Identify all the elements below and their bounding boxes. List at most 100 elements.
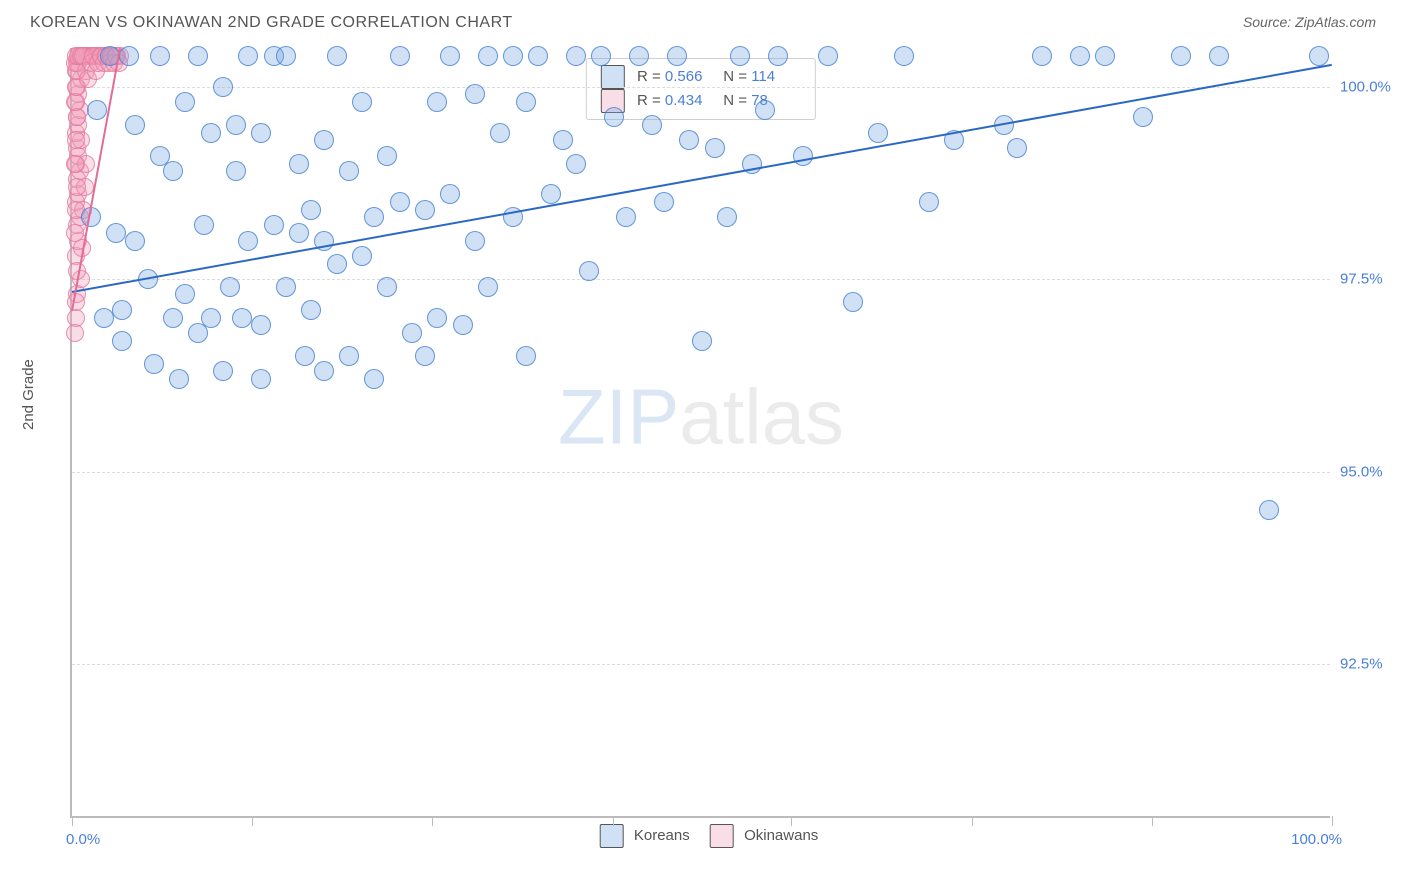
bottom-legend: Koreans Okinawans xyxy=(584,824,819,848)
scatter-point-blue xyxy=(440,46,460,66)
scatter-point-blue xyxy=(402,323,422,343)
scatter-point-blue xyxy=(232,308,252,328)
watermark-part1: ZIP xyxy=(558,372,679,460)
scatter-point-blue xyxy=(201,308,221,328)
scatter-point-pink xyxy=(68,108,86,126)
scatter-point-blue xyxy=(163,308,183,328)
scatter-point-blue xyxy=(125,231,145,251)
scatter-point-blue xyxy=(169,369,189,389)
scatter-point-blue xyxy=(251,123,271,143)
scatter-point-blue xyxy=(629,46,649,66)
x-tick xyxy=(1152,816,1153,826)
scatter-point-blue xyxy=(1259,500,1279,520)
scatter-point-blue xyxy=(119,46,139,66)
scatter-point-blue xyxy=(194,215,214,235)
scatter-point-blue xyxy=(188,46,208,66)
stats-r2: 0.434 xyxy=(665,89,715,113)
watermark: ZIPatlas xyxy=(558,371,844,462)
scatter-point-blue xyxy=(919,192,939,212)
chart-title: KOREAN VS OKINAWAN 2ND GRADE CORRELATION… xyxy=(30,14,513,32)
scatter-point-blue xyxy=(390,46,410,66)
scatter-point-blue xyxy=(339,161,359,181)
scatter-point-blue xyxy=(251,369,271,389)
scatter-point-blue xyxy=(1309,46,1329,66)
scatter-point-blue xyxy=(843,292,863,312)
scatter-point-blue xyxy=(478,46,498,66)
scatter-point-blue xyxy=(541,184,561,204)
scatter-point-blue xyxy=(364,369,384,389)
scatter-point-blue xyxy=(175,92,195,112)
scatter-point-blue xyxy=(213,361,233,381)
scatter-point-blue xyxy=(528,46,548,66)
y-tick-label: 100.0% xyxy=(1340,78,1400,95)
x-tick xyxy=(613,816,614,826)
legend-label-1: Koreans xyxy=(634,827,690,844)
scatter-point-pink xyxy=(67,131,85,149)
scatter-point-blue xyxy=(264,215,284,235)
plot-area: ZIPatlas R = 0.566 N = 114 R = 0.434 N =… xyxy=(70,48,1330,818)
scatter-point-blue xyxy=(339,346,359,366)
scatter-point-blue xyxy=(768,46,788,66)
scatter-point-blue xyxy=(112,300,132,320)
scatter-point-pink xyxy=(66,224,84,242)
scatter-point-blue xyxy=(465,84,485,104)
scatter-point-blue xyxy=(465,231,485,251)
scatter-point-blue xyxy=(667,46,687,66)
scatter-point-blue xyxy=(226,161,246,181)
scatter-point-pink xyxy=(66,324,84,342)
scatter-point-blue xyxy=(591,46,611,66)
source-label: Source: ZipAtlas.com xyxy=(1243,14,1376,30)
scatter-point-blue xyxy=(427,92,447,112)
scatter-point-blue xyxy=(516,346,536,366)
scatter-point-blue xyxy=(201,123,221,143)
stats-n1: 114 xyxy=(751,65,801,89)
scatter-point-blue xyxy=(276,277,296,297)
scatter-point-blue xyxy=(705,138,725,158)
scatter-point-blue xyxy=(654,192,674,212)
scatter-point-blue xyxy=(730,46,750,66)
scatter-point-blue xyxy=(1007,138,1027,158)
scatter-point-blue xyxy=(415,346,435,366)
scatter-point-blue xyxy=(327,254,347,274)
scatter-point-blue xyxy=(314,361,334,381)
stats-r1: 0.566 xyxy=(665,65,715,89)
scatter-point-blue xyxy=(238,46,258,66)
scatter-point-blue xyxy=(755,100,775,120)
y-tick-label: 92.5% xyxy=(1340,656,1400,673)
scatter-point-blue xyxy=(352,246,372,266)
scatter-point-blue xyxy=(1070,46,1090,66)
scatter-point-blue xyxy=(289,223,309,243)
scatter-point-blue xyxy=(289,154,309,174)
legend-swatch-blue-icon xyxy=(600,824,624,848)
x-tick xyxy=(432,816,433,826)
scatter-point-blue xyxy=(793,146,813,166)
scatter-point-blue xyxy=(516,92,536,112)
scatter-point-blue xyxy=(301,300,321,320)
scatter-point-blue xyxy=(1209,46,1229,66)
scatter-point-blue xyxy=(1171,46,1191,66)
scatter-point-blue xyxy=(390,192,410,212)
x-tick xyxy=(252,816,253,826)
legend-swatch-pink-icon xyxy=(710,824,734,848)
y-axis-title: 2nd Grade xyxy=(20,359,37,430)
scatter-point-blue xyxy=(692,331,712,351)
scatter-point-blue xyxy=(251,315,271,335)
scatter-point-blue xyxy=(616,207,636,227)
scatter-point-blue xyxy=(868,123,888,143)
x-axis-right-label: 100.0% xyxy=(1291,831,1342,848)
scatter-point-blue xyxy=(314,130,334,150)
x-tick xyxy=(791,816,792,826)
stats-row-1: R = 0.566 N = 114 xyxy=(601,65,801,89)
scatter-point-blue xyxy=(1095,46,1115,66)
scatter-point-blue xyxy=(440,184,460,204)
legend-label-2: Okinawans xyxy=(744,827,818,844)
watermark-part2: atlas xyxy=(679,372,844,460)
scatter-point-blue xyxy=(478,277,498,297)
scatter-point-pink xyxy=(66,155,84,173)
scatter-point-blue xyxy=(163,161,183,181)
x-tick xyxy=(72,816,73,826)
scatter-point-blue xyxy=(301,200,321,220)
scatter-point-blue xyxy=(490,123,510,143)
scatter-point-blue xyxy=(566,154,586,174)
scatter-point-blue xyxy=(220,277,240,297)
